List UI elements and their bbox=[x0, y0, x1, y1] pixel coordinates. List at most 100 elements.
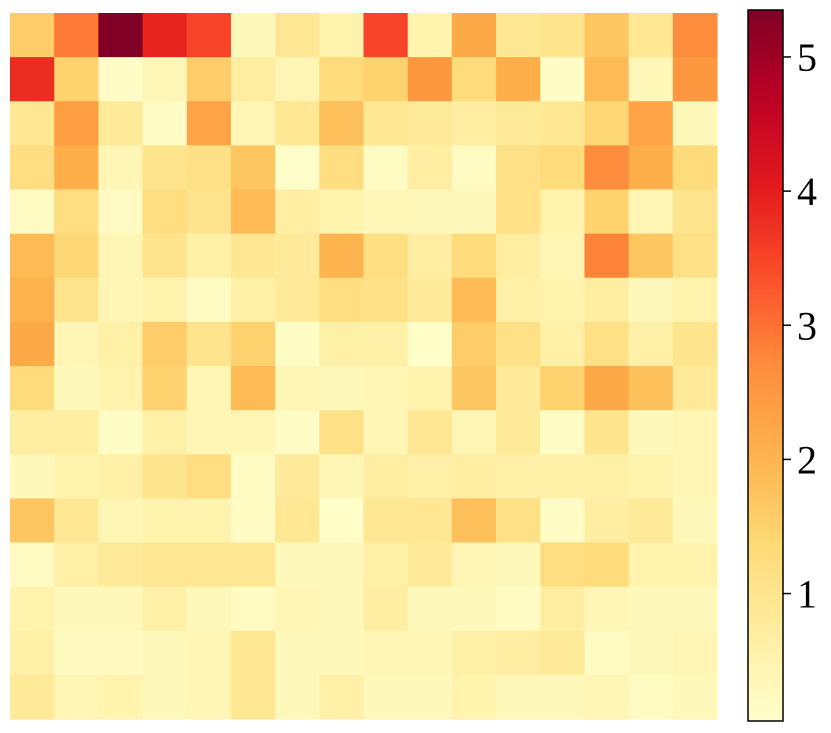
heatmap-cell-r8-c7 bbox=[319, 366, 365, 411]
heatmap-cell-r6-c1 bbox=[54, 277, 99, 323]
heatmap-cell-r12-c3 bbox=[142, 542, 188, 588]
heatmap-cell-r10-c2 bbox=[98, 454, 144, 499]
heatmap-cell-r8-c15 bbox=[672, 366, 718, 411]
heatmap-cell-r9-c1 bbox=[54, 410, 99, 455]
heatmap-cell-r15-c2 bbox=[98, 674, 144, 720]
colorbar-tick-label: 1 bbox=[797, 572, 817, 617]
heatmap-cell-r9-c7 bbox=[319, 410, 365, 455]
heatmap-cell-r14-c9 bbox=[407, 630, 453, 676]
heatmap-cell-r3-c9 bbox=[407, 145, 453, 191]
heatmap-cell-r15-c0 bbox=[10, 674, 55, 720]
heatmap-cell-r7-c13 bbox=[584, 321, 630, 367]
heatmap-cell-r9-c2 bbox=[98, 410, 144, 455]
heatmap-cell-r11-c9 bbox=[407, 498, 453, 544]
heatmap-cell-r13-c4 bbox=[186, 586, 232, 632]
heatmap-cell-r14-c1 bbox=[54, 630, 99, 676]
heatmap-cell-r1-c14 bbox=[628, 57, 674, 102]
heatmap-cell-r0-c2 bbox=[98, 13, 144, 58]
heatmap-cell-r6-c15 bbox=[672, 277, 718, 323]
heatmap-cell-r0-c7 bbox=[319, 13, 365, 58]
heatmap-cell-r1-c1 bbox=[54, 57, 99, 102]
heatmap-cell-r6-c10 bbox=[451, 277, 497, 323]
heatmap-cell-r4-c3 bbox=[142, 189, 188, 235]
heatmap-cell-r7-c4 bbox=[186, 321, 232, 367]
heatmap-cell-r7-c0 bbox=[10, 321, 55, 367]
heatmap-cell-r0-c14 bbox=[628, 13, 674, 58]
heatmap-cell-r0-c3 bbox=[142, 13, 188, 58]
heatmap-cell-r2-c8 bbox=[363, 101, 409, 146]
colorbar-tick-label: 3 bbox=[797, 303, 817, 348]
heatmap-cell-r13-c15 bbox=[672, 586, 718, 632]
heatmap-cell-r14-c0 bbox=[10, 630, 55, 676]
heatmap-cell-r4-c1 bbox=[54, 189, 99, 235]
heatmap-cell-r9-c15 bbox=[672, 410, 718, 455]
heatmap-cell-r15-c5 bbox=[230, 674, 276, 720]
heatmap-cell-r3-c14 bbox=[628, 145, 674, 191]
heatmap-cell-r13-c6 bbox=[275, 586, 320, 632]
heatmap-cell-r11-c0 bbox=[10, 498, 55, 544]
heatmap-cell-r6-c2 bbox=[98, 277, 144, 323]
heatmap-cell-r14-c11 bbox=[496, 630, 541, 676]
heatmap-cell-r12-c14 bbox=[628, 542, 674, 588]
heatmap-cell-r7-c5 bbox=[230, 321, 276, 367]
heatmap-cell-r1-c13 bbox=[584, 57, 630, 102]
heatmap-cell-r0-c9 bbox=[407, 13, 453, 58]
heatmap-cell-r10-c7 bbox=[319, 454, 365, 499]
heatmap-cell-r13-c9 bbox=[407, 586, 453, 632]
heatmap-cell-r10-c15 bbox=[672, 454, 718, 499]
colorbar-tick-label: 4 bbox=[797, 169, 817, 214]
heatmap-cell-r11-c8 bbox=[363, 498, 409, 544]
heatmap-cell-r2-c7 bbox=[319, 101, 365, 146]
heatmap-cell-r2-c0 bbox=[10, 101, 55, 146]
heatmap-cell-r6-c4 bbox=[186, 277, 232, 323]
heatmap-cell-r11-c4 bbox=[186, 498, 232, 544]
heatmap-cell-r8-c3 bbox=[142, 366, 188, 411]
heatmap-cell-r15-c3 bbox=[142, 674, 188, 720]
heatmap-cell-r1-c8 bbox=[363, 57, 409, 102]
heatmap-cell-r11-c12 bbox=[540, 498, 586, 544]
heatmap-cell-r13-c13 bbox=[584, 586, 630, 632]
heatmap-cell-r6-c9 bbox=[407, 277, 453, 323]
heatmap-cell-r1-c15 bbox=[672, 57, 718, 102]
heatmap-cell-r2-c4 bbox=[186, 101, 232, 146]
heatmap-cell-r9-c8 bbox=[363, 410, 409, 455]
heatmap-cell-r3-c12 bbox=[540, 145, 586, 191]
heatmap-cell-r9-c6 bbox=[275, 410, 320, 455]
heatmap-cell-r2-c13 bbox=[584, 101, 630, 146]
heatmap-cell-r6-c5 bbox=[230, 277, 276, 323]
heatmap-cell-r1-c9 bbox=[407, 57, 453, 102]
colorbar-gradient bbox=[747, 9, 784, 722]
heatmap-cell-r11-c10 bbox=[451, 498, 497, 544]
heatmap-cell-r9-c12 bbox=[540, 410, 586, 455]
heatmap-cell-r2-c3 bbox=[142, 101, 188, 146]
heatmap-cell-r14-c7 bbox=[319, 630, 365, 676]
heatmap-cell-r5-c8 bbox=[363, 233, 409, 279]
heatmap-cell-r7-c10 bbox=[451, 321, 497, 367]
heatmap-cell-r4-c5 bbox=[230, 189, 276, 235]
heatmap-cell-r14-c5 bbox=[230, 630, 276, 676]
heatmap-cell-r7-c2 bbox=[98, 321, 144, 367]
heatmap-cell-r5-c10 bbox=[451, 233, 497, 279]
heatmap-cell-r4-c11 bbox=[496, 189, 541, 235]
heatmap-cell-r14-c8 bbox=[363, 630, 409, 676]
heatmap-cell-r6-c7 bbox=[319, 277, 365, 323]
heatmap-cell-r5-c1 bbox=[54, 233, 99, 279]
heatmap-cell-r7-c14 bbox=[628, 321, 674, 367]
heatmap-cell-r15-c12 bbox=[540, 674, 586, 720]
heatmap-cell-r13-c8 bbox=[363, 586, 409, 632]
heatmap-cell-r12-c1 bbox=[54, 542, 99, 588]
heatmap-cell-r13-c3 bbox=[142, 586, 188, 632]
heatmap-cell-r7-c7 bbox=[319, 321, 365, 367]
heatmap-cell-r7-c1 bbox=[54, 321, 99, 367]
heatmap-cell-r15-c1 bbox=[54, 674, 99, 720]
heatmap-cell-r7-c12 bbox=[540, 321, 586, 367]
heatmap-cell-r15-c8 bbox=[363, 674, 409, 720]
heatmap-cell-r0-c13 bbox=[584, 13, 630, 58]
heatmap-cell-r3-c10 bbox=[451, 145, 497, 191]
heatmap-cell-r8-c5 bbox=[230, 366, 276, 411]
heatmap-cell-r1-c7 bbox=[319, 57, 365, 102]
heatmap-cell-r5-c6 bbox=[275, 233, 320, 279]
heatmap-cell-r2-c6 bbox=[275, 101, 320, 146]
heatmap-cell-r3-c3 bbox=[142, 145, 188, 191]
